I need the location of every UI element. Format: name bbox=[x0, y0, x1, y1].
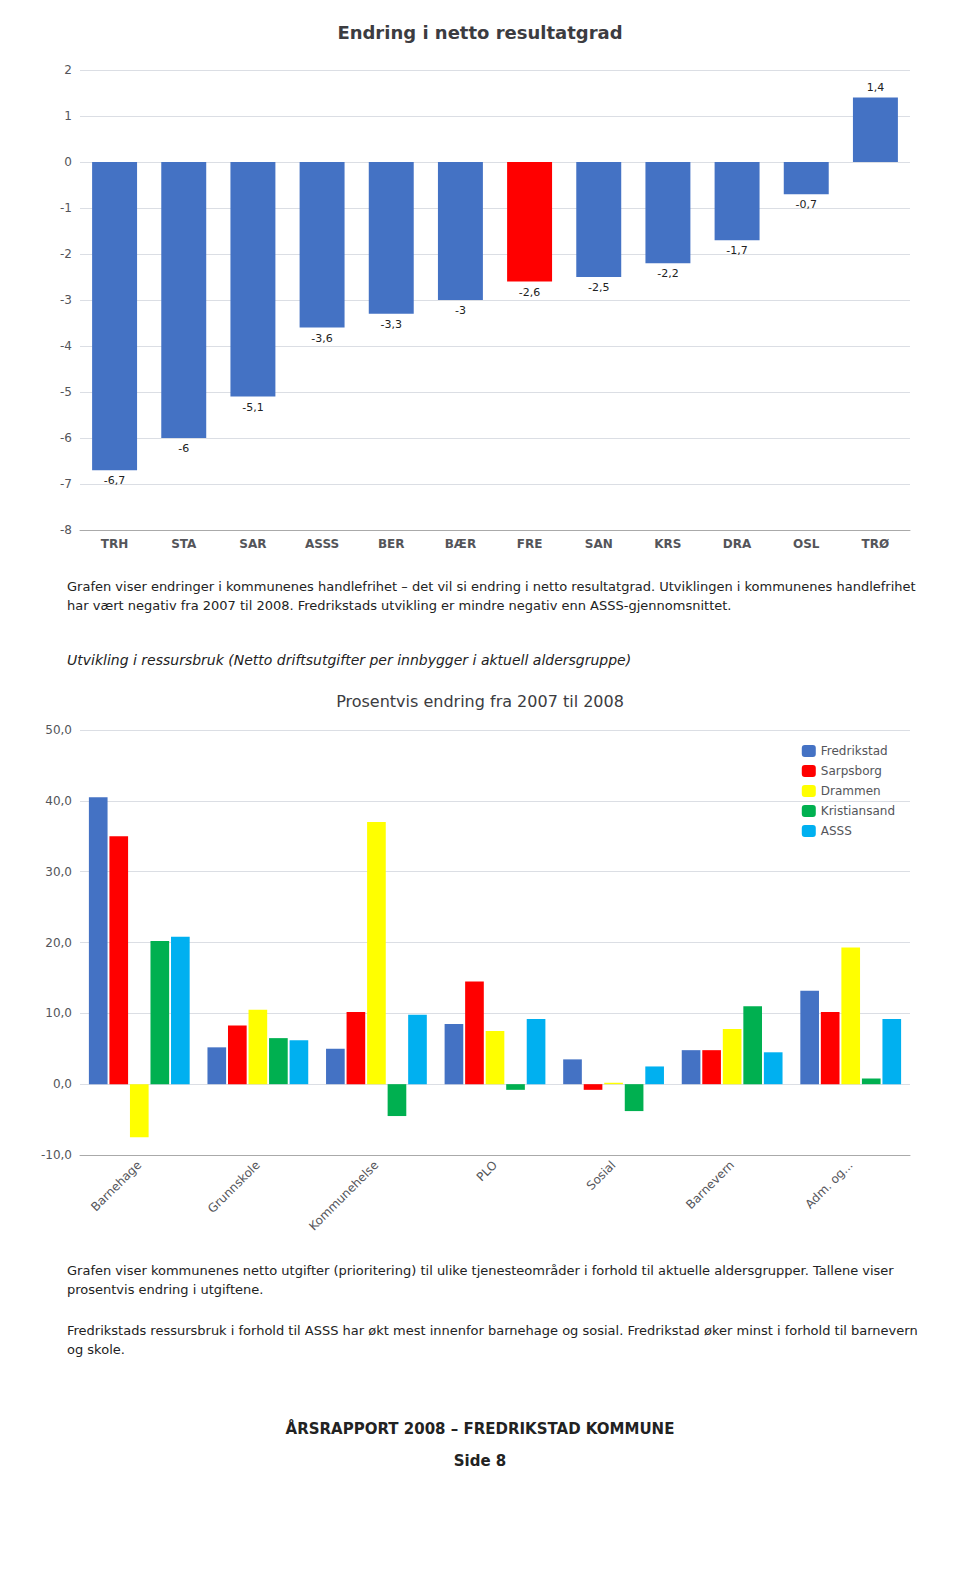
html-text:ÅRSRAPPORT 2008 – FREDRIKSTAD: ÅRSRAPPORT 2008 – FREDRIKSTAD KOMMUNE bbox=[285, 1420, 675, 1438]
svg-text:-5,1: -5,1 bbox=[242, 401, 263, 414]
svg-text:PLO: PLO bbox=[474, 1158, 500, 1184]
svg-text:20,0: 20,0 bbox=[45, 936, 72, 950]
svg-text:ASSS: ASSS bbox=[305, 537, 339, 551]
svg-text:BER: BER bbox=[378, 537, 405, 551]
svg-text:-1: -1 bbox=[60, 201, 72, 215]
svg-text:Kristiansand: Kristiansand bbox=[821, 804, 895, 818]
svg-text:Prosentvis endring fra 2007 ti: Prosentvis endring fra 2007 til 2008 bbox=[336, 692, 624, 711]
svg-text:Barnevern: Barnevern bbox=[683, 1158, 737, 1212]
svg-text:SAR: SAR bbox=[239, 537, 266, 551]
svg-text:-7: -7 bbox=[60, 477, 72, 491]
svg-text:1: 1 bbox=[64, 109, 72, 123]
svg-text:Adm. og...: Adm. og... bbox=[802, 1158, 855, 1211]
svg-text:-3: -3 bbox=[60, 293, 72, 307]
svg-text:FRE: FRE bbox=[517, 537, 543, 551]
svg-text:Fredrikstad: Fredrikstad bbox=[821, 744, 888, 758]
svg-text:KRS: KRS bbox=[654, 537, 681, 551]
svg-text:-8: -8 bbox=[60, 523, 72, 537]
svg-text:10,0: 10,0 bbox=[45, 1006, 72, 1020]
svg-text:Sosial: Sosial bbox=[584, 1158, 619, 1193]
svg-text:50,0: 50,0 bbox=[45, 723, 72, 737]
html-text:Grafen viser endringer i kommu: Grafen viser endringer i kommunenes hand… bbox=[67, 579, 916, 613]
html-text:Side 8: Side 8 bbox=[453, 1452, 507, 1470]
svg-text:Sarpsborg: Sarpsborg bbox=[821, 764, 882, 778]
svg-text:Barnehage: Barnehage bbox=[88, 1158, 144, 1214]
svg-text:-10,0: -10,0 bbox=[41, 1148, 72, 1162]
svg-text:ASSS: ASSS bbox=[821, 824, 852, 838]
svg-text:-6: -6 bbox=[178, 442, 189, 455]
svg-text:Grunnskole: Grunnskole bbox=[205, 1158, 263, 1216]
svg-text:-5: -5 bbox=[60, 385, 72, 399]
svg-text:SAN: SAN bbox=[585, 537, 613, 551]
svg-text:TRØ: TRØ bbox=[862, 537, 890, 551]
svg-text:-3,3: -3,3 bbox=[381, 318, 402, 331]
svg-text:-1,7: -1,7 bbox=[726, 244, 747, 257]
svg-text:-2,6: -2,6 bbox=[519, 286, 540, 299]
svg-text:-3,6: -3,6 bbox=[311, 332, 332, 345]
svg-text:0: 0 bbox=[64, 155, 72, 169]
svg-text:DRA: DRA bbox=[723, 537, 752, 551]
svg-text:-0,7: -0,7 bbox=[796, 198, 817, 211]
html-text:Grafen viser kommunenes netto: Grafen viser kommunenes netto utgifter (… bbox=[67, 1263, 894, 1297]
svg-text:-2,2: -2,2 bbox=[657, 267, 678, 280]
svg-text:-6,7: -6,7 bbox=[104, 474, 125, 487]
svg-text:-3: -3 bbox=[455, 304, 466, 317]
svg-text:40,0: 40,0 bbox=[45, 794, 72, 808]
svg-text:Endring i netto resultatgrad: Endring i netto resultatgrad bbox=[337, 22, 622, 43]
svg-text:STA: STA bbox=[171, 537, 197, 551]
svg-text:30,0: 30,0 bbox=[45, 865, 72, 879]
svg-text:OSL: OSL bbox=[793, 537, 820, 551]
svg-text:1,4: 1,4 bbox=[867, 81, 885, 94]
svg-text:-2,5: -2,5 bbox=[588, 281, 609, 294]
svg-text:-4: -4 bbox=[60, 339, 72, 353]
svg-text:0,0: 0,0 bbox=[53, 1077, 72, 1091]
svg-text:BÆR: BÆR bbox=[445, 537, 476, 551]
svg-text:Drammen: Drammen bbox=[821, 784, 881, 798]
html-text:Utvikling i ressursbruk (Netto: Utvikling i ressursbruk (Netto driftsutg… bbox=[67, 652, 632, 668]
svg-text:Kommunehelse: Kommunehelse bbox=[306, 1158, 381, 1233]
svg-text:-2: -2 bbox=[60, 247, 72, 261]
svg-text:2: 2 bbox=[64, 63, 72, 77]
html-text:Fredrikstads ressursbruk i for: Fredrikstads ressursbruk i forhold til A… bbox=[67, 1323, 918, 1357]
svg-text:-6: -6 bbox=[60, 431, 72, 445]
svg-text:TRH: TRH bbox=[101, 537, 128, 551]
